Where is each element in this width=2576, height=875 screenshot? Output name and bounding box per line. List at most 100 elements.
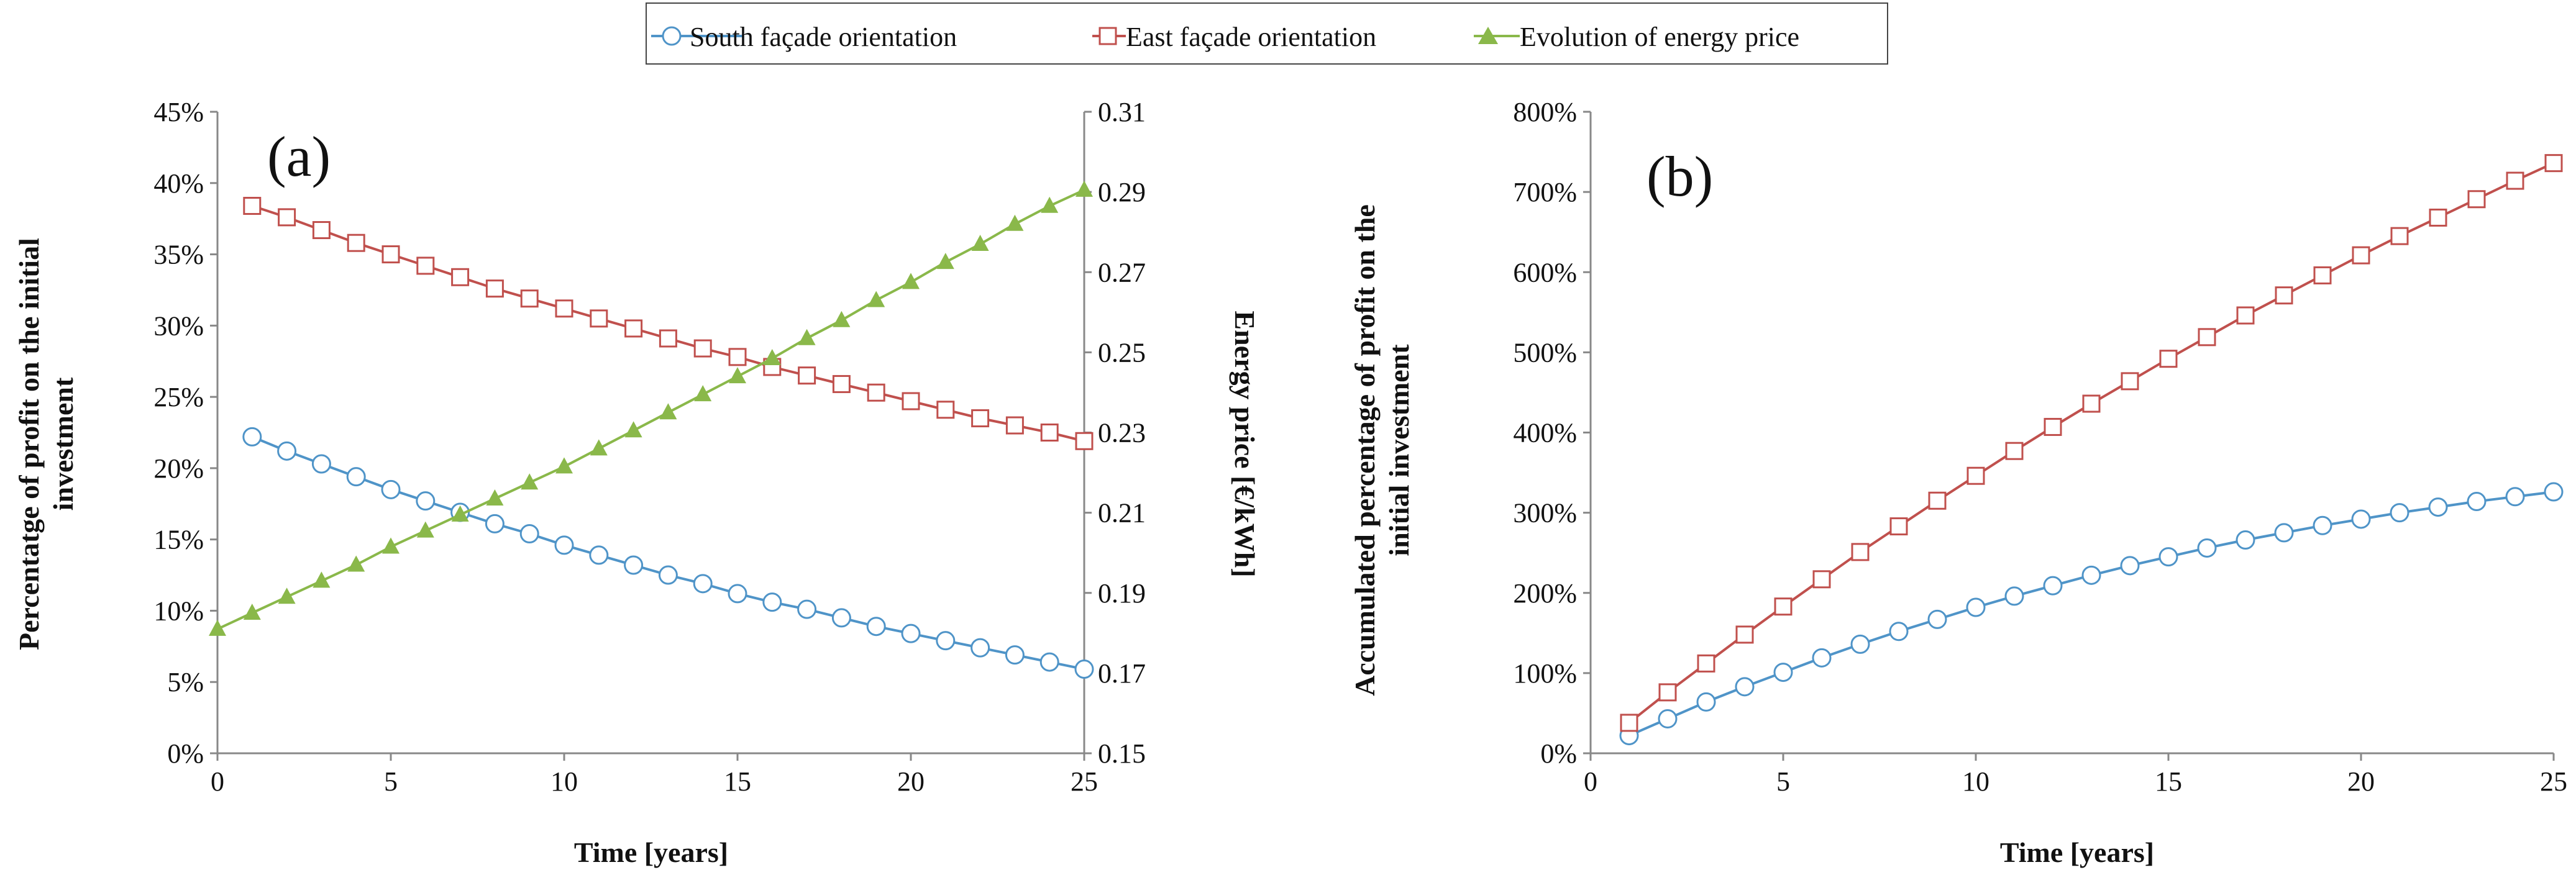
chart-a-east-point [1040,424,1059,442]
chart-a-price-point [971,235,989,252]
chart-a-east-point [520,289,539,308]
chart-a-east-point [347,233,365,252]
chart-b-east-point [1928,491,1947,510]
chart-a-x-tick-label: 0 [211,766,224,797]
chart-b-east-point [1812,570,1831,589]
chart-a-y-tick-label: 35% [153,240,204,270]
chart-b-south-point [1889,622,1909,642]
chart-b-east-point [2429,208,2447,227]
chart-a-east-point [590,309,608,328]
chart-b-south-point [2081,565,2101,585]
legend-east-label: East façade orientation [1126,22,1376,52]
chart-a-price-point [555,457,573,474]
chart-b-x-tick-label: 25 [2540,766,2567,797]
chart-b-y-tick-label: 400% [1513,418,1577,448]
chart-b-x-tick-label: 20 [2347,766,2375,797]
chart-a-south-point [728,584,747,604]
chart-a-price-point [659,403,677,420]
chart-a-y-tick-label: 15% [153,525,204,555]
chart-a-east-point [624,319,643,338]
chart-b-south-point [1966,597,1986,617]
legend-price-label: Evolution of energy price [1520,22,1799,52]
legend-east-marker [1098,27,1117,45]
chart-b-series [1619,154,2564,746]
chart-b-x-tick-label: 15 [2155,766,2182,797]
chart-a-x-tick-label: 25 [1071,766,1098,797]
chart-a-y-tick-label: 40% [153,168,204,199]
chart-a-east-point [659,329,677,348]
chart-b-east-point [2313,266,2332,284]
chart-a-south-point [693,574,713,594]
chart-a-east-point [485,279,504,298]
chart-b-east-point [2467,190,2486,209]
chart-a-y-tick-label: 0% [167,738,204,769]
chart-b-east-point [2121,372,2139,391]
chart-a-east-point [243,197,262,215]
chart-a-price-point [313,571,331,588]
chart-b-south-line [1628,491,2554,737]
legend-item-east: East façade orientation [1092,22,1376,52]
chart-a-south-point [519,524,539,543]
chart-b-south-point [1658,709,1678,728]
chart-b-y-tick-label: 500% [1513,337,1577,368]
chart-a-price-point [902,273,920,289]
chart-a-south-point [416,491,436,511]
chart-a-south-point [901,623,921,643]
chart-b-south-point [1850,634,1870,654]
chart-a-y2-tick-label: 0.23 [1098,418,1146,448]
chart-a-series-south [242,427,1094,679]
chart-a-series-price [209,180,1093,636]
chart-b-south-point [2351,509,2371,529]
chart-b-series-east [1620,154,2563,732]
chart-b-east-point [2159,350,2178,368]
chart-b-south-point [2236,530,2255,550]
chart-a-y-axis-label-line2: investment [47,377,79,510]
chart-b-south-point [2313,515,2332,535]
chart-a-east-point [451,268,470,286]
chart-a-east-point [971,409,990,428]
chart-a-axes: 0% 5% 10% 15% 20% 25% 30% 35% 40% 45% 0.15 0.17 0.19… [153,97,1146,797]
chart-a-y2-tick-label: 0.29 [1098,177,1146,207]
chart-a-y-tick-label: 5% [167,667,204,697]
chart-a: 0% 5% 10% 15% 20% 25% 30% 35% 40% 45% 0.15 0.17 0.19… [13,97,1261,868]
chart-a-price-point [521,473,539,490]
chart-a-east-point [312,221,331,240]
chart-a-south-point [831,608,851,628]
chart-a-y-tick-label: 30% [153,311,204,341]
chart-a-south-point [624,555,644,575]
legend: South façade orientation East façade ori… [646,2,1888,65]
chart-a-south-point [311,454,331,474]
chart-b-east-point [1735,625,1754,644]
chart-a-price-point [763,349,781,366]
chart-a-east-point [693,339,712,358]
chart-b-x-tick-label: 0 [1584,766,1597,797]
chart-a-x-axis-label: Time [years] [574,836,728,868]
chart-a-y2-tick-label: 0.31 [1098,97,1146,127]
chart-a-price-point [694,385,712,402]
chart-a-panel-label: (a) [267,125,331,188]
chart-a-south-point [1005,645,1025,665]
chart-a-y2-tick-label: 0.15 [1098,738,1146,769]
chart-a-price-point [416,521,434,538]
chart-a-east-point [936,401,955,419]
chart-b-y-tick-label: 600% [1513,257,1577,288]
chart-b-east-point [2236,306,2255,325]
chart-a-south-point [936,631,956,651]
chart-a-price-point [1006,214,1024,231]
chart-b-east-point [1697,654,1715,673]
chart-b-y-tick-label: 800% [1513,97,1577,127]
chart-a-y-tick-label: 25% [153,382,204,412]
chart-b-east-point [1851,543,1870,561]
chart-a-price-point [1076,180,1093,197]
chart-b-east-point [2544,154,2563,173]
chart-b-axes: 0% 100% 200% 300% 400% 500% 600% 700% 800% 0 5 10 15… [1513,97,2567,797]
chart-b-y-axis-label-line1: Accumulated percentage of profit on the [1349,204,1381,696]
chart-a-south-point [866,617,886,637]
chart-b-x-axis-label: Time [years] [2000,836,2154,868]
chart-b-x-tick-label: 5 [1776,766,1790,797]
chart-b-east-point [2352,246,2370,265]
chart-a-y2-axis-label: Energy price [€/kWh] [1229,311,1261,577]
chart-b-y-tick-label: 0% [1540,738,1577,769]
chart-a-y2-tick-label: 0.21 [1098,498,1146,528]
chart-a-price-point [382,537,400,554]
